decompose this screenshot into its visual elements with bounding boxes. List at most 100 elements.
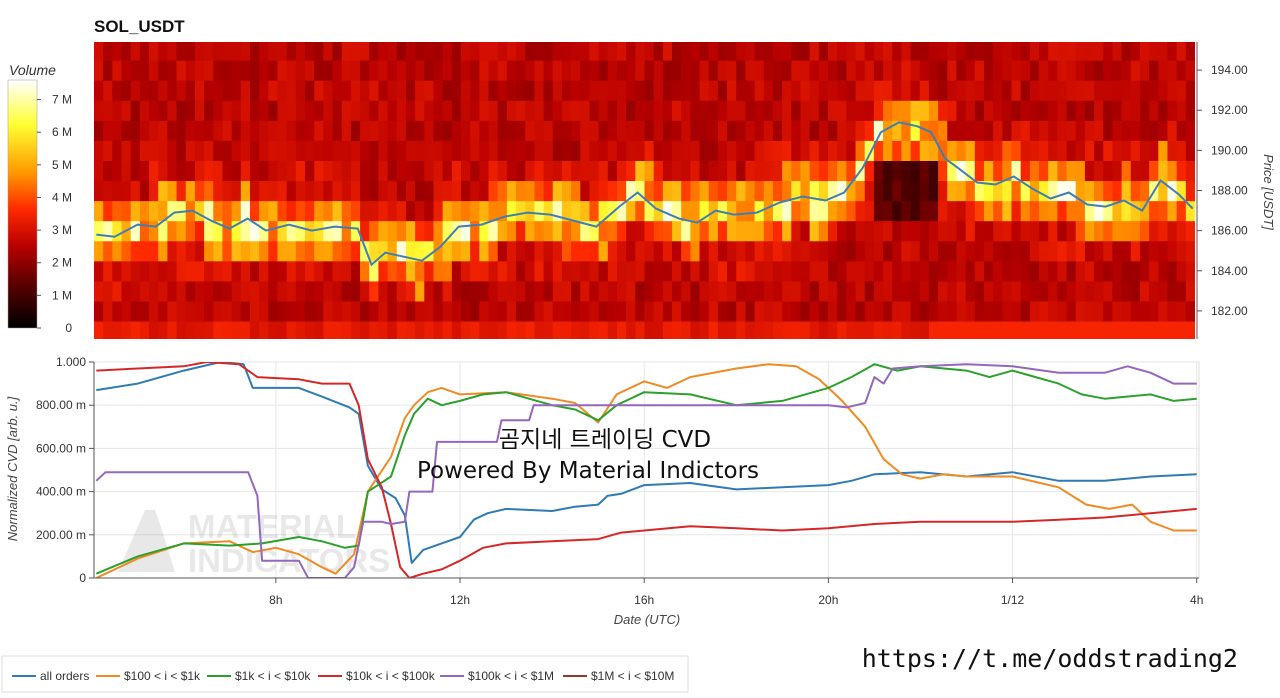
legend-item-label[interactable]: all orders xyxy=(40,669,89,683)
heatmap-cell xyxy=(506,42,517,61)
heatmap-cell xyxy=(589,240,600,262)
heatmap-cell xyxy=(1103,240,1114,262)
heatmap-cell xyxy=(644,280,655,302)
heatmap-cell xyxy=(938,320,948,339)
heatmap-cell xyxy=(405,160,416,182)
heatmap-cell xyxy=(965,42,976,61)
heatmap-cell xyxy=(782,240,792,262)
heatmap-cell xyxy=(828,140,838,161)
heatmap-cell xyxy=(892,180,902,202)
heatmap-cell xyxy=(204,140,214,161)
heatmap-cell xyxy=(488,200,499,222)
heatmap-cell xyxy=(974,220,985,242)
heatmap-cell xyxy=(1066,220,1077,242)
telegram-url[interactable]: https://t.me/oddstrading2 xyxy=(862,644,1238,673)
heatmap-cell xyxy=(259,300,269,322)
legend-item-label[interactable]: $100 < i < $1k xyxy=(124,669,201,683)
heatmap-cell xyxy=(571,140,581,161)
heatmap-cell xyxy=(461,80,471,101)
heatmap-cell xyxy=(763,300,774,322)
heatmap-cell xyxy=(598,200,609,222)
cvd-y-tick-label: 200.00 m xyxy=(36,528,86,542)
heatmap-cell xyxy=(736,240,747,262)
heatmap-cell xyxy=(314,200,324,222)
heatmap-cell xyxy=(1112,260,1123,282)
heatmap-cell xyxy=(580,60,591,81)
heatmap-cell xyxy=(378,260,389,282)
heatmap-cell xyxy=(837,280,847,302)
heatmap-cell xyxy=(185,280,196,302)
heatmap-cell xyxy=(837,260,847,282)
heatmap-cell xyxy=(1057,80,1068,101)
legend-item-label[interactable]: $1k < i < $10k xyxy=(235,669,311,683)
heatmap-cell xyxy=(580,200,591,222)
heatmap-cell xyxy=(772,180,783,202)
heatmap-cell xyxy=(341,260,352,282)
heatmap-cell xyxy=(1121,140,1132,161)
heatmap-cell xyxy=(470,280,480,302)
heatmap-cell xyxy=(1158,220,1169,242)
colorbar-tick-label: 6 M xyxy=(52,125,72,139)
heatmap-cell xyxy=(268,300,279,322)
heatmap-cell xyxy=(332,100,343,121)
heatmap-cell xyxy=(699,80,710,101)
heatmap-cell xyxy=(1094,200,1104,222)
heatmap-cell xyxy=(103,200,113,222)
heatmap-cell xyxy=(782,260,792,282)
heatmap-cell xyxy=(1057,300,1068,322)
heatmap-cell xyxy=(1011,200,1022,222)
heatmap-cell xyxy=(415,260,425,282)
heatmap-cell xyxy=(286,180,297,202)
legend-item-label[interactable]: $10k < i < $100k xyxy=(346,669,436,683)
heatmap-cell xyxy=(488,100,499,121)
heatmap-cell xyxy=(442,280,453,302)
heatmap-cell xyxy=(993,320,1003,339)
heatmap-cell xyxy=(378,60,389,81)
heatmap-cell xyxy=(506,220,517,242)
heatmap-cell xyxy=(1029,320,1040,339)
heatmap-cell xyxy=(433,120,444,141)
heatmap-cell xyxy=(846,280,857,302)
heatmap-cell xyxy=(763,160,774,182)
heatmap-cell xyxy=(295,120,306,141)
heatmap-cell xyxy=(277,280,288,302)
heatmap-cell xyxy=(149,140,159,161)
heatmap-cell xyxy=(332,200,343,222)
heatmap-cell xyxy=(1039,120,1049,141)
heatmap-cell xyxy=(488,240,499,262)
heatmap-cell xyxy=(598,240,609,262)
heatmap-cell xyxy=(791,180,802,202)
heatmap-cell xyxy=(763,180,774,202)
heatmap-cell xyxy=(1112,300,1123,322)
heatmap-cell xyxy=(534,42,545,61)
heatmap-cell xyxy=(1167,80,1178,101)
legend-item-label[interactable]: $100k < i < $1M xyxy=(468,669,554,683)
legend-item-label[interactable]: $1M < i < $10M xyxy=(591,669,674,683)
heatmap-cell xyxy=(323,160,334,182)
heatmap-cell xyxy=(222,200,233,222)
heatmap-cell xyxy=(332,160,343,182)
heatmap-cell xyxy=(1084,160,1095,182)
heatmap-cell xyxy=(1167,280,1178,302)
heatmap-cell xyxy=(864,220,875,242)
heatmap-cell xyxy=(121,280,132,302)
heatmap-cell xyxy=(268,200,279,222)
heatmap-cell xyxy=(1158,320,1169,339)
heatmap-cell xyxy=(616,120,627,141)
heatmap-cell xyxy=(516,140,526,161)
heatmap-cell xyxy=(736,260,747,282)
heatmap-cell xyxy=(194,140,205,161)
heatmap-cell xyxy=(598,300,609,322)
heatmap-cell xyxy=(488,280,499,302)
heatmap-cell xyxy=(883,140,893,161)
heatmap-cell xyxy=(653,180,664,202)
heatmap-cell xyxy=(1149,220,1159,242)
heatmap-cell xyxy=(387,140,398,161)
heatmap-cell xyxy=(1130,120,1141,141)
heatmap-cell xyxy=(699,180,710,202)
heatmap-cell xyxy=(94,100,104,121)
cvd-series-line xyxy=(96,362,1197,578)
heatmap-cell xyxy=(341,80,352,101)
heatmap-cell xyxy=(259,280,269,302)
heatmap-cell xyxy=(1121,42,1132,61)
